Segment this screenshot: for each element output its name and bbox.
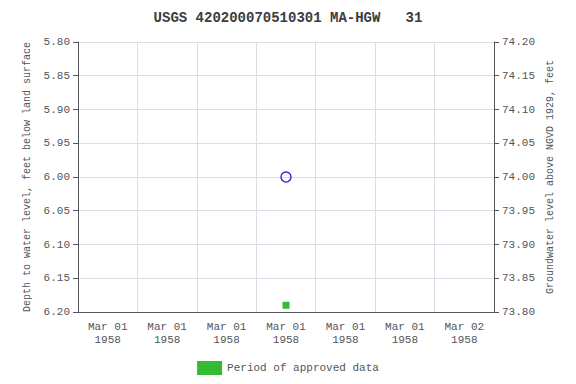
svg-text:Groundwater level above NGVD 1: Groundwater level above NGVD 1929, feet <box>545 60 556 294</box>
svg-text:6.00: 6.00 <box>44 171 70 183</box>
svg-text:1958: 1958 <box>332 334 358 346</box>
svg-text:1958: 1958 <box>154 334 180 346</box>
svg-text:Mar 01: Mar 01 <box>326 321 366 333</box>
svg-text:Mar 01: Mar 01 <box>147 321 187 333</box>
svg-text:74.00: 74.00 <box>502 171 535 183</box>
svg-text:1958: 1958 <box>213 334 239 346</box>
svg-text:5.90: 5.90 <box>44 104 70 116</box>
svg-text:74.05: 74.05 <box>502 137 535 149</box>
svg-text:6.05: 6.05 <box>44 205 70 217</box>
svg-text:6.15: 6.15 <box>44 272 70 284</box>
svg-text:73.85: 73.85 <box>502 272 535 284</box>
svg-text:5.95: 5.95 <box>44 137 70 149</box>
svg-text:Period of approved data: Period of approved data <box>227 362 379 374</box>
svg-text:5.85: 5.85 <box>44 70 70 82</box>
svg-text:73.80: 73.80 <box>502 306 535 318</box>
svg-text:73.95: 73.95 <box>502 205 535 217</box>
svg-text:Depth to water level, feet bel: Depth to water level, feet below land su… <box>22 42 33 312</box>
svg-text:Mar 02: Mar 02 <box>444 321 484 333</box>
svg-text:1958: 1958 <box>392 334 418 346</box>
svg-text:Mar 01: Mar 01 <box>88 321 128 333</box>
svg-text:6.20: 6.20 <box>44 306 70 318</box>
svg-text:73.90: 73.90 <box>502 239 535 251</box>
svg-text:Mar 01: Mar 01 <box>207 321 247 333</box>
svg-text:USGS 420200070510301 MA-HGW: USGS 420200070510301 MA-HGW 31 <box>154 10 423 26</box>
svg-text:1958: 1958 <box>95 334 121 346</box>
svg-text:1958: 1958 <box>273 334 299 346</box>
svg-text:Mar 01: Mar 01 <box>266 321 306 333</box>
svg-text:5.80: 5.80 <box>44 36 70 48</box>
svg-text:6.10: 6.10 <box>44 239 70 251</box>
svg-text:74.10: 74.10 <box>502 104 535 116</box>
svg-text:74.15: 74.15 <box>502 70 535 82</box>
svg-text:1958: 1958 <box>451 334 477 346</box>
svg-text:74.20: 74.20 <box>502 36 535 48</box>
svg-text:Mar 01: Mar 01 <box>385 321 425 333</box>
